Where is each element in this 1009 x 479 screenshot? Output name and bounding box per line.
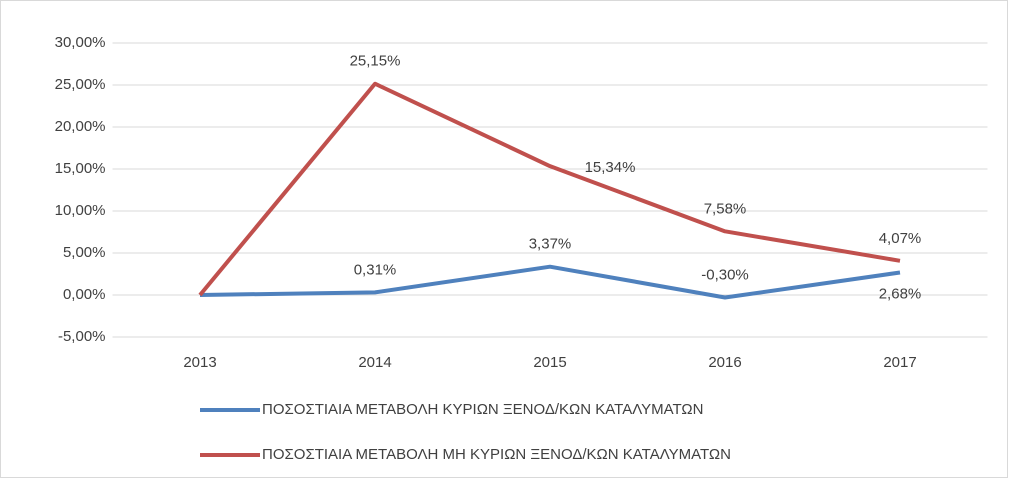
data-label: 4,07%: [879, 230, 922, 247]
data-label: 3,37%: [529, 236, 572, 253]
data-label: 2,68%: [879, 285, 922, 302]
y-tick-label: 0,00%: [63, 286, 106, 303]
y-tick-label: 20,00%: [55, 118, 106, 135]
y-tick-label: 10,00%: [55, 202, 106, 219]
data-label: 15,34%: [585, 159, 636, 176]
y-tick-label: 30,00%: [55, 34, 106, 51]
data-label: 0,31%: [354, 261, 397, 278]
legend-label: ΠΟΣΟΣΤΙΑΙΑ ΜΕΤΑΒΟΛΗ ΜΗ ΚΥΡΙΩΝ ΞΕΝΟΔ/ΚΩΝ …: [262, 446, 731, 463]
x-tick-label: 2017: [883, 354, 916, 371]
x-tick-label: 2014: [358, 354, 391, 371]
series-line: [198, 81, 901, 297]
data-label: 25,15%: [350, 53, 401, 70]
series-line: [199, 264, 901, 300]
data-label: 7,58%: [704, 200, 747, 217]
y-tick-label: 25,00%: [55, 76, 106, 93]
y-tick-label: 5,00%: [63, 244, 106, 261]
y-tick-label: -5,00%: [58, 328, 106, 345]
x-tick-label: 2013: [183, 354, 216, 371]
y-tick-label: 15,00%: [55, 160, 106, 177]
data-label: -0,30%: [701, 266, 749, 283]
x-tick-label: 2016: [708, 354, 741, 371]
x-tick-label: 2015: [533, 354, 566, 371]
legend-label: ΠΟΣΟΣΤΙΑΙΑ ΜΕΤΑΒΟΛΗ ΚΥΡΙΩΝ ΞΕΝΟΔ/ΚΩΝ ΚΑΤ…: [262, 401, 703, 418]
